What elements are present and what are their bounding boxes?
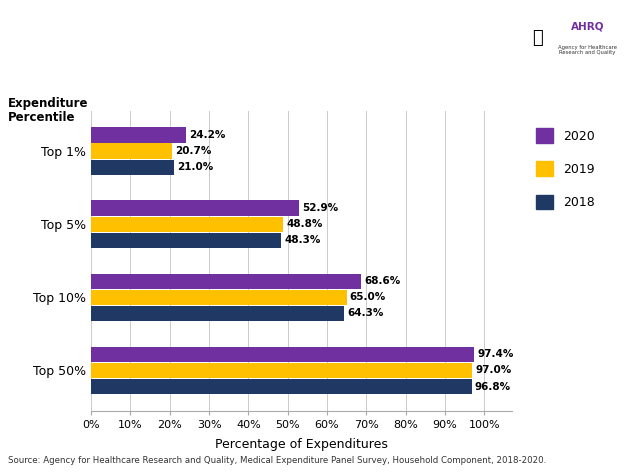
Bar xyxy=(91,233,281,248)
Bar xyxy=(91,379,472,394)
Legend: 2020, 2019, 2018: 2020, 2019, 2018 xyxy=(531,123,600,214)
Text: 20.7%: 20.7% xyxy=(176,146,212,156)
X-axis label: Percentage of Expenditures: Percentage of Expenditures xyxy=(215,438,388,451)
Bar xyxy=(91,127,187,143)
Bar xyxy=(91,274,361,289)
Text: Source: Agency for Healthcare Research and Quality, Medical Expenditure Panel Su: Source: Agency for Healthcare Research a… xyxy=(8,456,546,465)
Text: AHRQ: AHRQ xyxy=(571,22,604,32)
Bar xyxy=(91,346,474,362)
Text: Agency for Healthcare
Research and Quality: Agency for Healthcare Research and Quali… xyxy=(558,45,617,56)
Text: Percentile: Percentile xyxy=(8,111,75,124)
Text: 68.6%: 68.6% xyxy=(364,276,400,286)
Text: 65.0%: 65.0% xyxy=(350,292,386,303)
Text: 24.2%: 24.2% xyxy=(190,130,225,140)
Bar xyxy=(91,363,472,378)
Text: 52.9%: 52.9% xyxy=(302,203,338,213)
Bar xyxy=(91,290,347,305)
FancyBboxPatch shape xyxy=(564,9,612,74)
Bar xyxy=(91,160,173,175)
Bar xyxy=(91,201,299,216)
Text: 21.0%: 21.0% xyxy=(177,162,213,172)
Bar xyxy=(91,217,283,232)
Text: Expenditure: Expenditure xyxy=(8,97,89,110)
Text: 97.4%: 97.4% xyxy=(477,349,514,359)
Text: Figure 1. Concentration of healthcare expenditures by
expenditure percentile, 20: Figure 1. Concentration of healthcare ex… xyxy=(43,25,510,60)
Text: 48.3%: 48.3% xyxy=(284,236,320,245)
Text: 48.8%: 48.8% xyxy=(286,219,323,229)
Circle shape xyxy=(492,10,584,72)
Text: 97.0%: 97.0% xyxy=(475,365,512,375)
Text: 🛡: 🛡 xyxy=(532,29,543,47)
Bar xyxy=(91,143,173,159)
Text: 64.3%: 64.3% xyxy=(347,308,384,319)
Bar xyxy=(91,306,344,321)
Text: 96.8%: 96.8% xyxy=(475,381,511,391)
